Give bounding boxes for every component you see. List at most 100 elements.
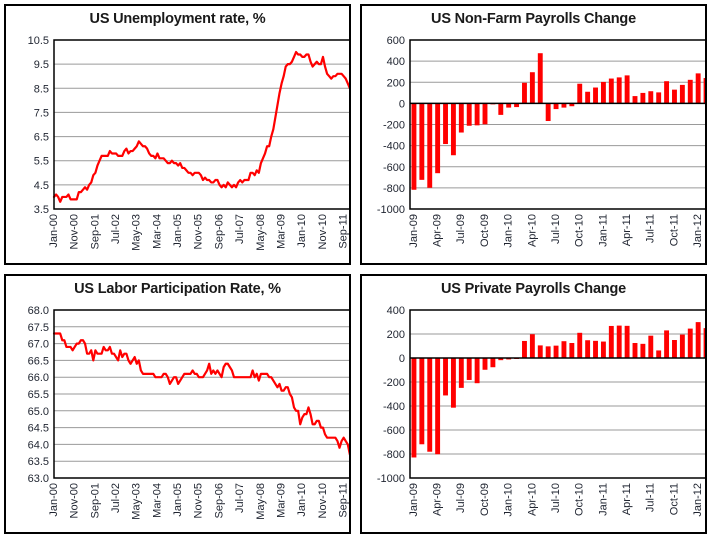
bar: [616, 77, 622, 104]
x-axis-tick-label: Jul-02: [110, 214, 122, 244]
bar: [537, 345, 543, 358]
y-axis-tick-label: 10.5: [28, 35, 49, 47]
bar: [506, 103, 512, 108]
bar: [672, 89, 677, 104]
y-axis-tick-label: 66.5: [28, 355, 49, 367]
bar: [672, 340, 677, 358]
bar: [474, 358, 480, 384]
bar: [656, 350, 662, 358]
bar: [608, 78, 614, 104]
x-axis-tick-label: Sep-11: [338, 483, 350, 518]
bar: [553, 345, 559, 358]
x-axis-tick-label: Oct-11: [668, 214, 680, 246]
y-axis-tick-label: 7.5: [34, 107, 49, 119]
bar: [640, 92, 646, 104]
y-axis-tick-label: 8.5: [34, 83, 49, 95]
x-axis-tick-label: Jan-10: [296, 483, 308, 517]
y-axis-tick-label: 600: [387, 35, 405, 47]
bar: [687, 79, 693, 104]
x-axis-tick-label: Sep-01: [89, 483, 101, 518]
y-axis-tick-label: -200: [383, 377, 405, 389]
x-axis-tick-label: Sep-11: [338, 214, 350, 249]
panel-us-labor-participation-rate: US Labor Participation Rate, % 63.0 63.5 6…: [4, 274, 351, 534]
bar: [585, 340, 591, 358]
y-axis-tick-label: 3.5: [34, 204, 49, 216]
x-axis-tick-label: Jul-09: [455, 483, 467, 513]
bar: [427, 358, 433, 452]
bar: [624, 325, 630, 358]
page-title-0: US Unemployment rate, %: [89, 11, 266, 27]
bar: [498, 358, 504, 361]
bar: [569, 103, 575, 107]
series-line: [52, 50, 349, 203]
bar: [695, 73, 701, 104]
x-axis-tick-label: Apr-10: [526, 483, 538, 516]
y-axis-tick-label: -600: [383, 162, 405, 174]
x-axis-tick-label: Mar-09: [275, 214, 287, 249]
x-axis-tick-label: Jul-11: [645, 214, 657, 243]
y-axis-tick-label: 68.0: [28, 305, 49, 317]
bar: [561, 341, 567, 358]
y-axis-tick-label: -1000: [377, 473, 405, 485]
x-axis-tick-label: Jan-11: [597, 214, 609, 247]
y-axis-tick-label: 400: [387, 56, 405, 68]
bar: [435, 358, 441, 455]
bar: [466, 358, 472, 380]
bar: [703, 78, 705, 104]
bar: [498, 103, 504, 115]
bar: [443, 103, 448, 145]
x-axis-tick-label: Nov-05: [193, 483, 205, 518]
y-axis-tick-label: 63.5: [28, 456, 49, 468]
bar: [553, 103, 559, 110]
x-axis-tick-label: Apr-11: [621, 214, 633, 246]
bar: [656, 92, 662, 104]
panel-cell-1: US Non-Farm Payrolls Change -1000 -800 -60…: [356, 0, 712, 270]
x-axis-tick-label: Apr-09: [432, 214, 444, 247]
y-axis-tick-label: -800: [383, 449, 405, 461]
x-axis-tick-label: Apr-10: [526, 214, 538, 247]
bar: [569, 343, 575, 358]
bar: [482, 358, 488, 370]
bar: [703, 328, 705, 358]
bar: [450, 358, 456, 408]
bar: [522, 82, 527, 104]
bar: [522, 340, 527, 358]
bar: [593, 87, 598, 104]
bar: [411, 358, 417, 458]
y-axis-tick-label: 65.0: [28, 406, 49, 418]
x-axis-tick-label: Apr-11: [621, 483, 633, 515]
bar: [529, 72, 535, 104]
x-axis-tick-label: Jan-05: [172, 214, 184, 248]
x-axis-tick-label: May-08: [255, 214, 267, 251]
y-axis-tick-label: -400: [383, 141, 405, 153]
x-axis-tick-label: Jul-07: [234, 483, 246, 513]
y-axis-tick-label: 200: [387, 329, 405, 341]
y-axis-tick-label: 67.0: [28, 339, 49, 351]
y-axis-tick-label: 400: [387, 305, 405, 317]
bar: [600, 81, 606, 104]
bar: [664, 81, 670, 104]
bar: [529, 334, 535, 358]
bar: [466, 103, 472, 126]
plot-area-1: -1000 -800 -600 -400 -200 0 200 400 600 Jan-09 Apr…: [362, 32, 705, 263]
x-axis-tick-label: Jan-10: [296, 214, 308, 248]
y-axis-tick-label: -800: [383, 183, 405, 195]
x-axis-tick-label: Mar-04: [151, 483, 163, 518]
y-axis-tick-label: 65.5: [28, 389, 49, 401]
bar: [585, 91, 591, 104]
x-axis-tick-label: May-08: [255, 483, 267, 520]
bar: [427, 103, 433, 188]
bar: [474, 103, 480, 126]
x-axis-tick-label: Jan-12: [692, 214, 704, 248]
bar: [679, 84, 685, 104]
x-axis-tick-label: Nov-00: [69, 483, 81, 518]
x-axis-tick-label: Jul-07: [234, 214, 246, 244]
x-axis-tick-label: Sep-06: [213, 483, 225, 518]
bar: [537, 53, 543, 104]
bar: [458, 103, 464, 133]
x-axis-tick-label: Jul-11: [645, 483, 657, 512]
x-axis-tick-label: Nov-10: [317, 214, 329, 249]
x-axis-tick-label: Jan-05: [172, 483, 184, 517]
plot-area-2: 63.0 63.5 64.0 64.5 65.0 65.5 66.0 66.5 67.0 67.5…: [6, 302, 349, 532]
